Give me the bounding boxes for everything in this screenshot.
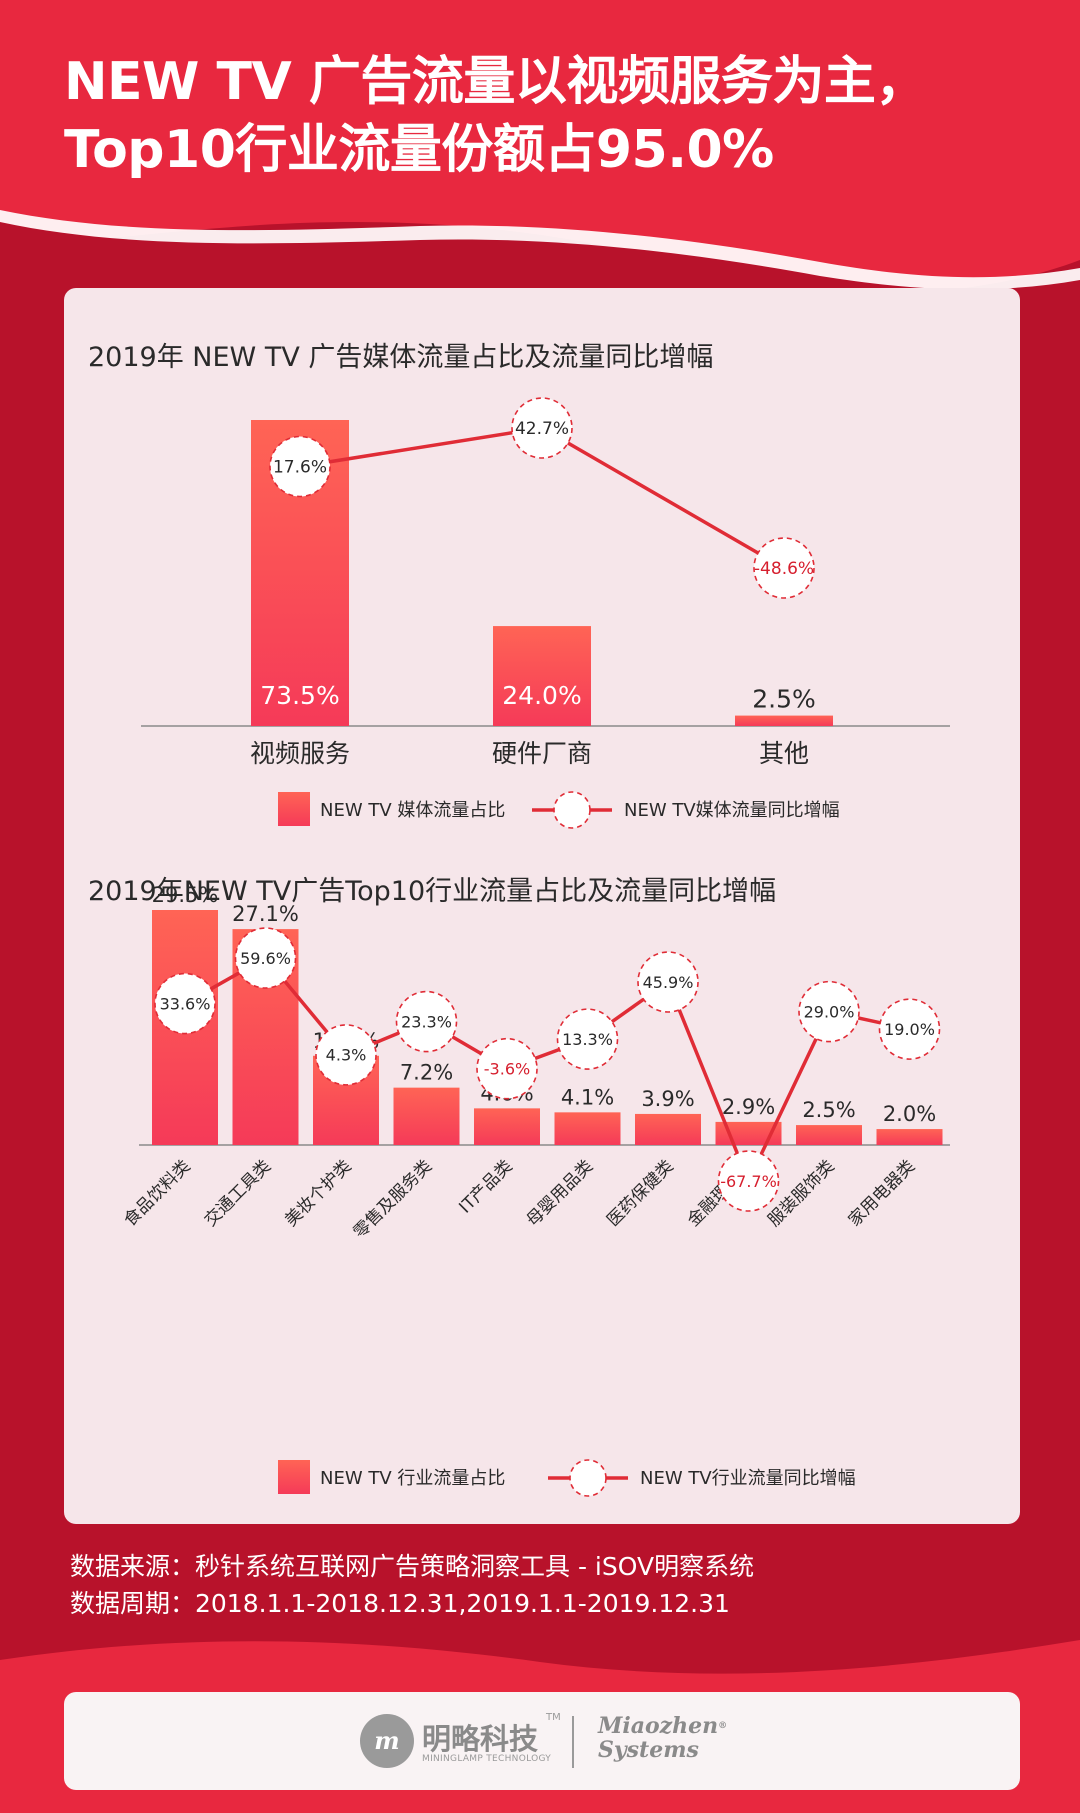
growth-marker: [269, 435, 331, 498]
bar: [796, 1125, 862, 1145]
legend-bar-label: NEW TV 媒体流量占比: [320, 800, 505, 821]
growth-marker: [234, 927, 297, 989]
growth-marker: [395, 990, 458, 1053]
miaozhen-logo: Miaozhen® Systems: [598, 1714, 727, 1762]
chart-title: 2019年 NEW TV 广告媒体流量占比及流量同比增幅: [88, 342, 713, 373]
legend-line-label: NEW TV行业流量同比增幅: [640, 1468, 856, 1489]
legend: NEW TV 媒体流量占比 NEW TV媒体流量同比增幅: [278, 791, 840, 829]
bar-value-label: 2.5%: [752, 685, 816, 714]
growth-marker: [717, 1150, 780, 1212]
logo-divider: [572, 1716, 574, 1768]
legend-bar-swatch: [278, 792, 310, 826]
bar-value-label: 2.0%: [883, 1102, 936, 1126]
data-period: 数据周期：2018.1.1-2018.12.31,2019.1.1-2019.1…: [70, 1589, 730, 1618]
bar-value-label: 2.9%: [722, 1095, 775, 1119]
growth-marker: [798, 980, 860, 1043]
legend-line-label: NEW TV媒体流量同比增幅: [624, 800, 840, 821]
chart-panel: 2019年 NEW TV 广告媒体流量占比及流量同比增幅 73.5% 视频服务 24.…: [64, 288, 1020, 1524]
bar-value-label: 29.5%: [152, 883, 219, 907]
bar-value-label: 3.9%: [641, 1087, 694, 1111]
legend: NEW TV 行业流量占比 NEW TV行业流量同比增幅: [278, 1459, 856, 1497]
legend-marker-swatch: [553, 791, 591, 829]
category-label: 家用电器类: [845, 1156, 919, 1230]
growth-value-label: 19.0%: [884, 1020, 935, 1039]
bar: [635, 1113, 701, 1145]
growth-value-label: 33.6%: [160, 994, 211, 1013]
header-background: [0, 0, 1080, 300]
growth-value-label: 4.3%: [326, 1046, 367, 1065]
growth-marker: [511, 397, 573, 459]
bar-value-label: 2.5%: [802, 1098, 855, 1122]
growth-value-label: 59.6%: [240, 949, 291, 968]
growth-line: [184, 956, 910, 1183]
miaozhen-logo-line1: Miaozhen: [598, 1713, 719, 1739]
growth-value-label: 23.3%: [401, 1012, 452, 1031]
bar: [474, 1108, 540, 1145]
title-line-1: NEW TV 广告流量以视频服务为主，: [64, 52, 927, 112]
growth-value-label: 17.6%: [273, 458, 327, 478]
growth-value-label: -3.6%: [484, 1059, 530, 1078]
category-label: 交通工具类: [201, 1156, 275, 1230]
mininglamp-logo-icon: m: [360, 1714, 414, 1768]
growth-marker: [556, 1008, 619, 1070]
category-label: 医药保健类: [603, 1156, 677, 1230]
mininglamp-logo-subtitle: MININGLAMP TECHNOLOGY: [422, 1754, 552, 1764]
growth-value-label: 42.7%: [515, 419, 569, 439]
category-label: 视频服务: [250, 739, 350, 768]
bar-value-label: 27.1%: [232, 902, 299, 926]
bar-value-label: 4.1%: [561, 1085, 614, 1109]
growth-value-label: 45.9%: [643, 973, 694, 992]
growth-marker: [637, 951, 699, 1013]
title-line-2: Top10行业流量份额占95.0%: [64, 120, 774, 180]
legend-bar-label: NEW TV 行业流量占比: [320, 1468, 505, 1489]
growth-value-label: 13.3%: [562, 1030, 613, 1049]
growth-marker: [753, 537, 815, 599]
growth-value-label: -48.6%: [754, 559, 814, 579]
page-title: NEW TV 广告流量以视频服务为主， Top10行业流量份额占95.0%: [64, 48, 927, 184]
growth-marker: [315, 1024, 377, 1086]
category-label: 零售及服务类: [350, 1156, 436, 1242]
bar: [393, 1087, 460, 1145]
registered-mark: ®: [718, 1721, 728, 1731]
growth-marker: [476, 1037, 538, 1100]
bar: [493, 626, 591, 726]
miaozhen-logo-line2: Systems: [598, 1737, 699, 1763]
legend-marker-swatch: [569, 1459, 607, 1497]
chart-1: 2019年 NEW TV 广告媒体流量占比及流量同比增幅 73.5% 视频服务 24.…: [88, 342, 950, 829]
growth-marker: [878, 998, 941, 1060]
bar-value-label: 73.5%: [260, 681, 339, 710]
category-label: 硬件厂商: [492, 739, 592, 768]
growth-value-label: 29.0%: [804, 1002, 855, 1021]
trademark: TM: [546, 1712, 561, 1723]
growth-value-label: -67.7%: [720, 1172, 777, 1191]
logo-card: m 明略科技 TM MININGLAMP TECHNOLOGY Miaozhen…: [64, 1692, 1020, 1790]
data-source: 数据来源：秒针系统互联网广告策略洞察工具 - iSOV明察系统: [70, 1552, 755, 1581]
bar-value-label: 7.2%: [400, 1061, 453, 1085]
category-label: IT产品类: [455, 1156, 516, 1217]
category-label: 食品饮料类: [120, 1156, 194, 1230]
mininglamp-logo-name: 明略科技: [422, 1722, 539, 1756]
category-label: 美妆个护类: [281, 1156, 355, 1230]
bar: [735, 715, 833, 726]
category-label: 其他: [759, 739, 809, 768]
legend-bar-swatch: [278, 1460, 310, 1494]
growth-marker: [154, 972, 216, 1035]
bar: [876, 1129, 943, 1145]
category-label: 母婴用品类: [523, 1156, 597, 1230]
bar-value-label: 24.0%: [502, 681, 581, 710]
bar: [554, 1112, 621, 1145]
charts-canvas: 2019年 NEW TV 广告媒体流量占比及流量同比增幅 73.5% 视频服务 24.…: [88, 342, 950, 1497]
chart-title: 2019年NEW TV广告Top10行业流量占比及流量同比增幅: [88, 876, 776, 907]
